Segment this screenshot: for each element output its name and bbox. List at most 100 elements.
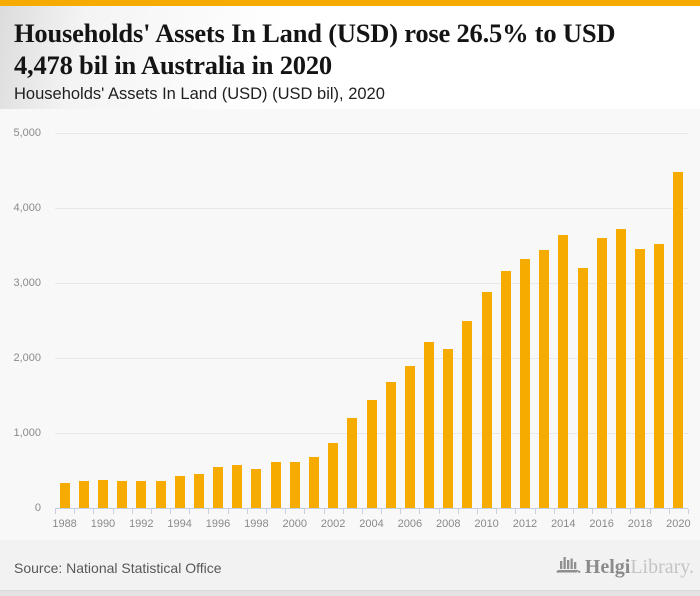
- axis-tick: [246, 509, 248, 514]
- footer: Source: National Statistical Office: [0, 540, 700, 590]
- bar-2009[interactable]: [462, 321, 473, 508]
- axis-tick: [112, 509, 114, 514]
- bar-1994[interactable]: [174, 476, 185, 508]
- bar-1999[interactable]: [270, 462, 281, 508]
- bar-2016[interactable]: [596, 237, 607, 508]
- bar-1993[interactable]: [155, 480, 166, 508]
- bar-2011[interactable]: [500, 271, 511, 508]
- accent-stripe: [0, 0, 700, 6]
- bar-2001[interactable]: [308, 457, 319, 508]
- axis-tick: [611, 509, 613, 514]
- axis-tick: [649, 509, 651, 514]
- y-axis-label: 5,000: [13, 127, 41, 139]
- bar-1995[interactable]: [193, 473, 204, 508]
- axis-tick: [630, 509, 632, 514]
- bar-1988[interactable]: [59, 482, 70, 508]
- axis-tick: [227, 509, 229, 514]
- gridline: [55, 208, 688, 209]
- x-axis-label: 2002: [320, 518, 346, 530]
- axis-tick: [285, 509, 287, 514]
- x-axis-label: 2020: [666, 518, 691, 530]
- chart-area: 0 1,000 2,000 3,000 4,000 5,000 1988 1990 1992 19…: [0, 109, 700, 540]
- axis-tick: [419, 509, 421, 514]
- x-axis-label: 2018: [627, 518, 653, 530]
- bar-2006[interactable]: [404, 366, 415, 508]
- bar-2019[interactable]: [654, 243, 665, 508]
- bar-2014[interactable]: [558, 234, 569, 508]
- gridline: [55, 283, 688, 284]
- bar-2004[interactable]: [366, 400, 377, 508]
- page-title: Households' Assets In Land (USD) rose 26…: [14, 18, 616, 80]
- y-axis-label: 4,000: [13, 202, 41, 214]
- axis-tick: [55, 509, 56, 514]
- bar-1996[interactable]: [213, 466, 224, 508]
- axis-tick: [361, 509, 363, 514]
- bar-2020[interactable]: [673, 172, 684, 508]
- x-axis-label: 1992: [129, 518, 154, 530]
- x-axis-label: 2014: [551, 518, 576, 530]
- axis-tick: [400, 509, 402, 514]
- axis-tick: [304, 509, 306, 514]
- helgi-library-logo[interactable]: HelgiLibrary.: [556, 554, 694, 580]
- axis-tick: [93, 509, 95, 514]
- bar-2000[interactable]: [289, 462, 300, 508]
- bar-1989[interactable]: [78, 480, 89, 508]
- gridline: [55, 133, 688, 134]
- axis-tick: [553, 509, 555, 514]
- bar-2010[interactable]: [481, 292, 492, 508]
- bar-2008[interactable]: [443, 349, 454, 508]
- x-axis-label: 1998: [244, 518, 269, 530]
- x-axis-label: 2008: [435, 518, 461, 530]
- axis-tick: [668, 509, 670, 514]
- bar-1990[interactable]: [97, 480, 108, 508]
- bar-2015[interactable]: [577, 267, 588, 508]
- axis-tick: [266, 509, 267, 514]
- brand-name: HelgiLibrary.: [585, 556, 694, 579]
- axis-tick: [381, 509, 383, 514]
- bar-2002[interactable]: [328, 443, 339, 508]
- bar-1997[interactable]: [232, 464, 243, 508]
- axis-tick: [438, 509, 440, 514]
- axis-tick: [515, 509, 517, 514]
- y-axis-label: 1,000: [13, 427, 41, 439]
- header: Households' Assets In Land (USD) rose 26…: [0, 6, 700, 109]
- axis-tick: [477, 509, 478, 514]
- bar-1992[interactable]: [136, 481, 147, 508]
- x-axis-label: 2012: [512, 518, 538, 530]
- gridline: [55, 358, 688, 359]
- y-axis-label: 3,000: [13, 277, 41, 289]
- axis-tick: [457, 509, 459, 514]
- axis-tick: [74, 509, 76, 514]
- axis-tick: [170, 509, 172, 514]
- bar-2013[interactable]: [539, 250, 550, 508]
- axis-tick: [323, 509, 325, 514]
- axis-tick: [208, 509, 210, 514]
- source-text: Source: National Statistical Office: [14, 560, 222, 576]
- brand-library: Library.: [630, 555, 694, 578]
- axis-tick: [688, 509, 689, 514]
- x-axis-label: 2004: [359, 518, 384, 530]
- bar-1991[interactable]: [117, 480, 128, 508]
- axis-tick: [131, 509, 133, 514]
- bar-2012[interactable]: [519, 258, 530, 508]
- x-axis-label: 2006: [397, 518, 423, 530]
- brand-helgi: Helgi: [584, 555, 631, 578]
- bar-2007[interactable]: [424, 341, 435, 508]
- y-axis-label: 2,000: [13, 352, 41, 364]
- axis-tick: [189, 509, 191, 514]
- plot-area: [55, 133, 689, 514]
- x-axis-label: 2010: [474, 518, 499, 530]
- axis-tick: [496, 509, 498, 514]
- x-axis-label: 1994: [167, 518, 192, 530]
- bar-1998[interactable]: [251, 469, 262, 508]
- bar-2017[interactable]: [615, 229, 626, 508]
- y-axis-label: 0: [34, 502, 41, 514]
- bar-2003[interactable]: [347, 418, 358, 508]
- x-axis-label: 1996: [205, 518, 231, 530]
- bottom-strip: [0, 590, 700, 596]
- bar-2005[interactable]: [385, 382, 396, 508]
- bar-2018[interactable]: [635, 249, 646, 508]
- axis-tick: [592, 509, 594, 514]
- x-axis-label: 1990: [90, 518, 116, 530]
